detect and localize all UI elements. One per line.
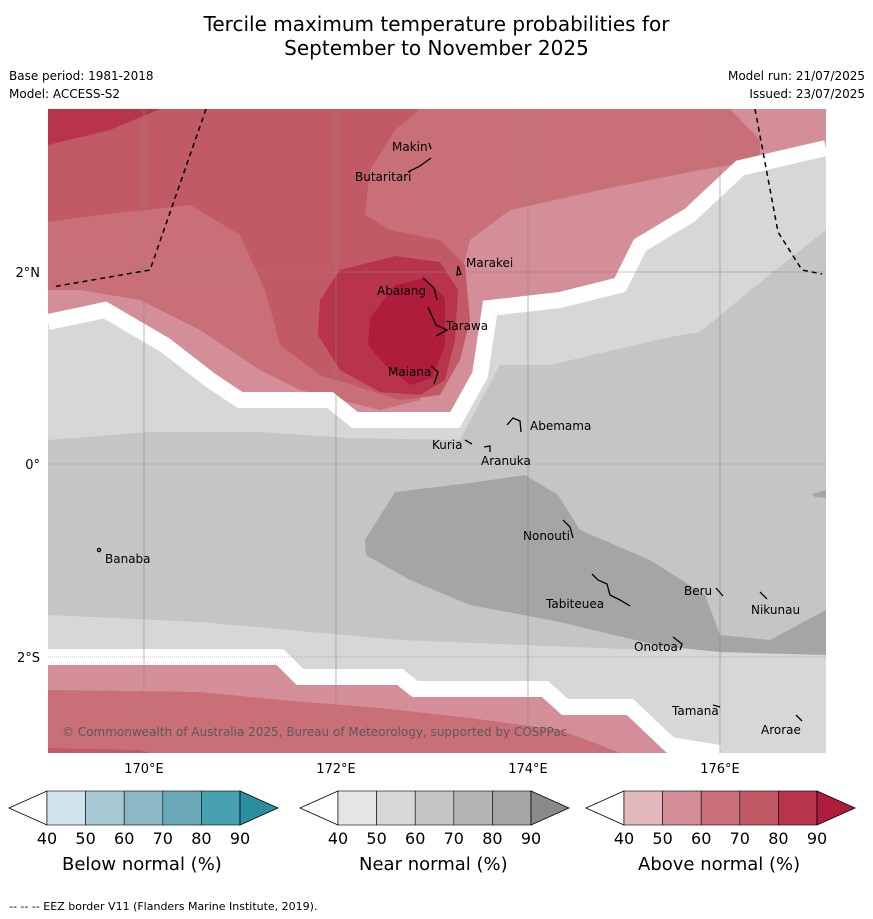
near-colorbar-tick-label: 50 — [366, 829, 386, 848]
place-labels: Makin Butaritari Marakei Abaiang Tarawa … — [105, 140, 801, 737]
colorbar-above-normal: 40 50 60 70 80 90 — [585, 790, 856, 848]
place-label-tabiteuea: Tabiteuea — [545, 597, 604, 611]
above-normal-label: Above normal (%) — [638, 854, 801, 875]
above-60-south — [48, 690, 620, 753]
place-label-maiana: Maiana — [388, 365, 431, 379]
lat-label-0: 0° — [25, 458, 40, 473]
above-colorbar-segment — [623, 790, 663, 826]
lon-label-174e: 174°E — [508, 762, 548, 777]
near-colorbar-tick-label: 40 — [328, 829, 348, 848]
eez-border-note: -- -- -- EEZ border V11 (Flanders Marine… — [9, 900, 318, 913]
below-colorbar-tick-label: 80 — [191, 829, 211, 848]
place-label-arorae: Arorae — [761, 723, 801, 737]
base-period: Base period: 1981-2018 — [9, 69, 154, 83]
above-colorbar-lower-extension — [585, 790, 625, 826]
place-label-abemama: Abemama — [530, 419, 591, 433]
below-colorbar-segment — [46, 790, 86, 826]
lon-label-170e: 170°E — [124, 762, 164, 777]
place-label-tarawa: Tarawa — [445, 319, 488, 333]
above-colorbar-segment — [700, 790, 741, 826]
place-label-nonouti: Nonouti — [523, 529, 570, 543]
below-colorbar-tick-label: 60 — [114, 829, 134, 848]
below-colorbar-segment — [201, 790, 241, 826]
above-near-boundary — [48, 140, 826, 428]
near-colorbar-tick-label: 70 — [444, 829, 464, 848]
above-colorbar-segment — [778, 790, 818, 826]
place-label-nikunau: Nikunau — [751, 603, 800, 617]
model-run: Model run: 21/07/2025 — [727, 69, 865, 83]
below-colorbar-tick-label: 70 — [153, 829, 173, 848]
near-colorbar-tick-label: 60 — [405, 829, 425, 848]
gridlines — [48, 109, 826, 753]
island-outlines — [96, 142, 803, 722]
axis-labels: 2°N 0° 2°S 170°E 172°E 174°E 176°E — [16, 266, 740, 777]
colorbar-below-normal: 40 50 60 70 80 90 — [8, 790, 279, 848]
probability-field — [48, 109, 826, 753]
near-50-strip — [500, 168, 826, 365]
lon-label-172e: 172°E — [316, 762, 356, 777]
near-colorbar-tick-label: 90 — [521, 829, 541, 848]
below-colorbar-segment — [123, 790, 164, 826]
colorbar-near-normal: 40 50 60 70 80 90 — [299, 790, 570, 848]
place-label-aranuka: Aranuka — [481, 454, 531, 468]
south-boundary — [48, 649, 722, 753]
place-label-abaiang: Abaiang — [377, 284, 426, 298]
copyright-notice: © Commonwealth of Australia 2025, Bureau… — [62, 725, 567, 739]
place-label-beru: Beru — [684, 584, 712, 598]
title-line-1: Tercile maximum temperature probabilitie… — [203, 12, 670, 36]
near-normal-label: Near normal (%) — [359, 854, 508, 875]
near-colorbar-lower-extension — [299, 790, 339, 826]
near-colorbar-segment — [492, 790, 532, 826]
below-colorbar-tick-label: 90 — [230, 829, 250, 848]
below-colorbar-upper-extension — [239, 790, 279, 826]
place-label-kuria: Kuria — [432, 438, 463, 452]
meta-right: Model run: 21/07/2025 Issued: 23/07/2025 — [728, 67, 865, 103]
above-colorbar-tick-label: 60 — [691, 829, 711, 848]
near-colorbar-upper-extension — [530, 790, 570, 826]
place-label-banaba: Banaba — [105, 552, 151, 566]
title-line-2: September to November 2025 — [284, 36, 589, 60]
lat-label-2s: 2°S — [17, 651, 40, 666]
above-colorbar-segment — [662, 790, 702, 826]
near-colorbar-segment — [337, 790, 377, 826]
place-label-marakei: Marakei — [466, 256, 513, 270]
below-normal-label: Below normal (%) — [62, 854, 222, 875]
place-label-makin: Makin — [392, 140, 428, 154]
above-colorbar-tick-label: 40 — [614, 829, 634, 848]
model-name: Model: ACCESS-S2 — [9, 87, 121, 101]
below-colorbar-lower-extension — [8, 790, 48, 826]
below-colorbar-tick-label: 50 — [75, 829, 95, 848]
map-title: Tercile maximum temperature probabilitie… — [0, 12, 873, 60]
near-colorbar-tick-label: 80 — [482, 829, 502, 848]
above-90-core — [368, 278, 445, 385]
above-colorbar-tick-label: 90 — [807, 829, 827, 848]
below-colorbar-segment — [162, 790, 202, 826]
above-colorbar-tick-label: 50 — [652, 829, 672, 848]
below-colorbar-tick-label: 40 — [37, 829, 57, 848]
above-colorbar-segment — [739, 790, 779, 826]
near-60-band — [48, 228, 826, 650]
lon-label-176e: 176°E — [700, 762, 740, 777]
place-label-butaritari: Butaritari — [355, 170, 412, 184]
near-70-spot — [812, 490, 826, 498]
above-80-corner — [48, 109, 160, 145]
below-colorbar-segment — [85, 790, 125, 826]
meta-left: Base period: 1981-2018 Model: ACCESS-S2 — [9, 67, 154, 103]
near-70-band — [365, 475, 826, 655]
issued-date: Issued: 23/07/2025 — [749, 87, 865, 101]
place-label-tamana: Tamana — [671, 704, 719, 718]
near-colorbar-segment — [453, 790, 493, 826]
near-colorbar-segment — [376, 790, 416, 826]
near-colorbar-segment — [414, 790, 455, 826]
above-colorbar-tick-label: 70 — [730, 829, 750, 848]
eez-border — [51, 109, 823, 288]
above-colorbar-upper-extension — [816, 790, 856, 826]
lat-label-2n: 2°N — [16, 266, 41, 281]
place-label-onotoa: Onotoa — [634, 640, 678, 654]
above-70-south — [48, 748, 150, 753]
above-colorbar-tick-label: 80 — [768, 829, 788, 848]
